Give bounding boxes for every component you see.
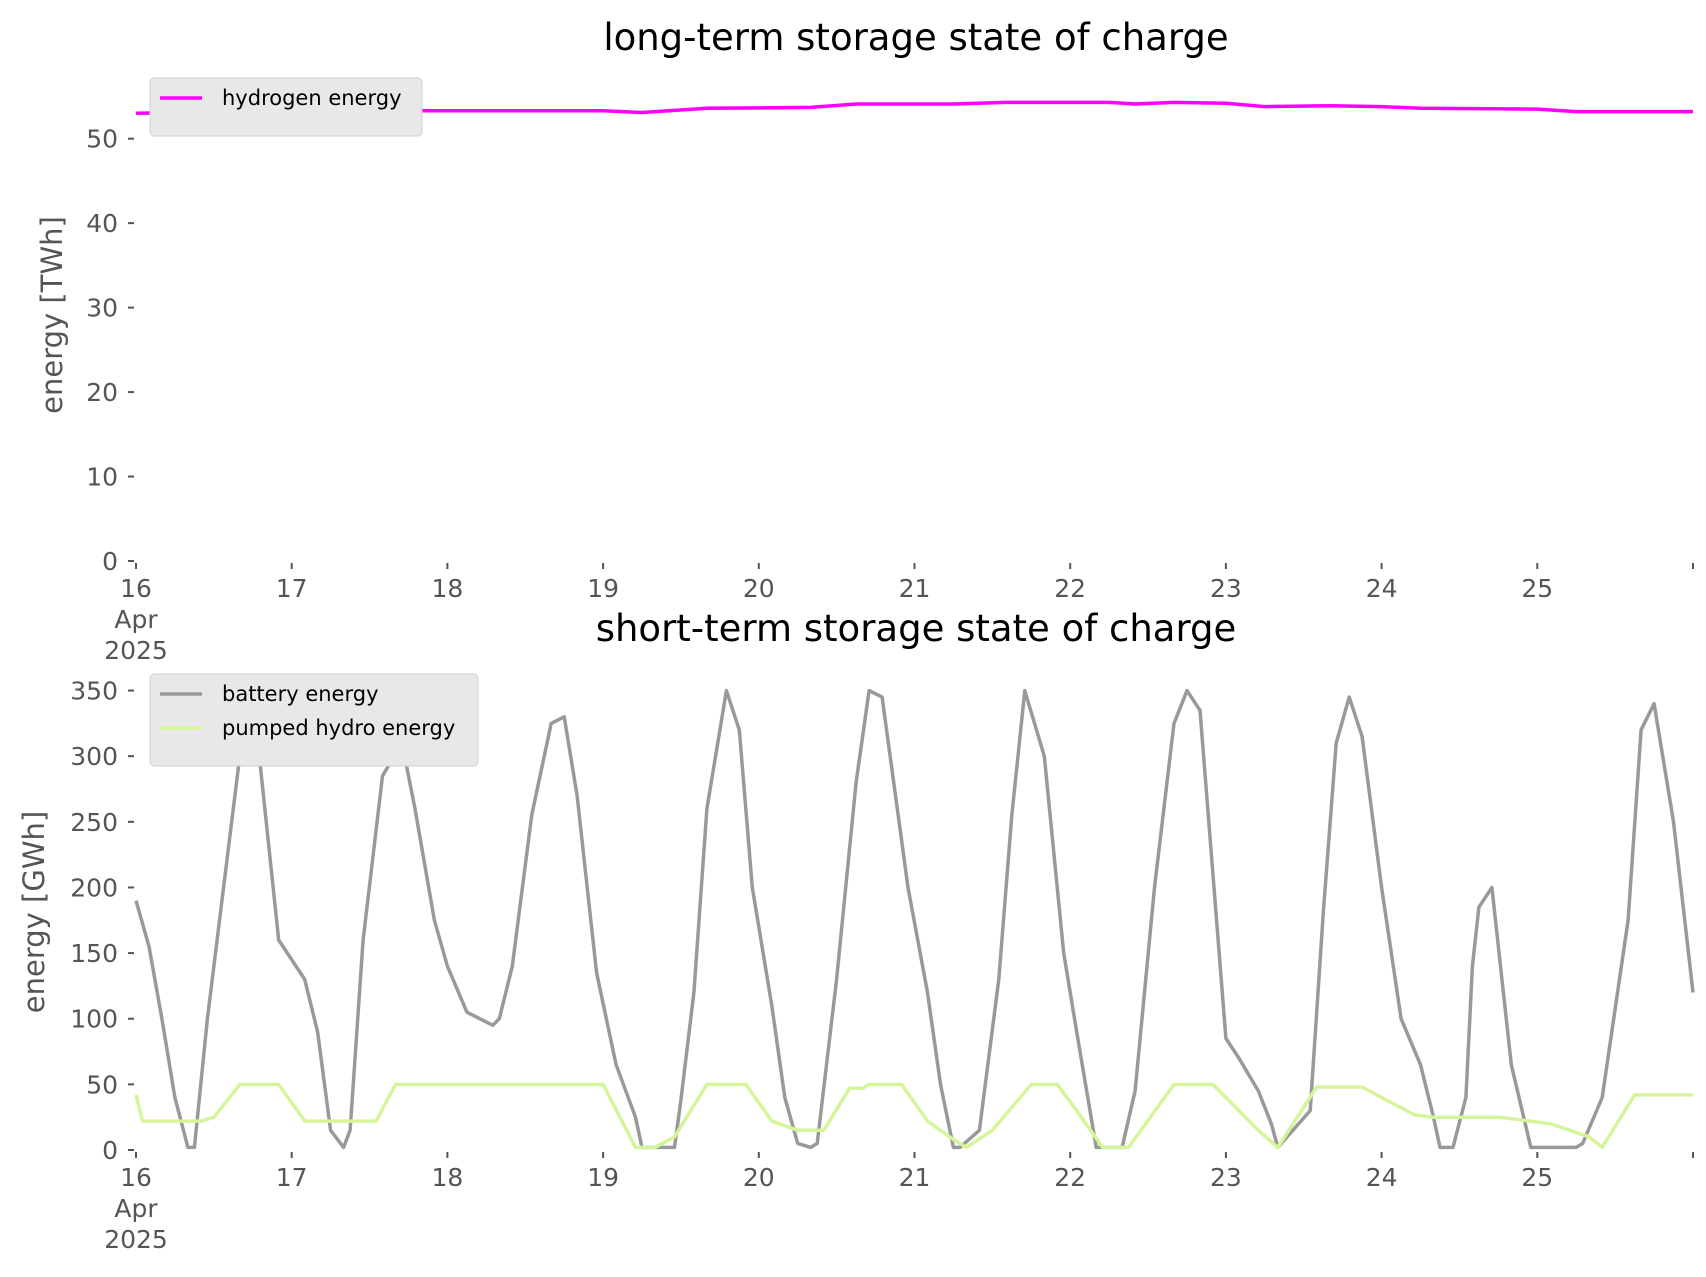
legend-box bbox=[149, 77, 423, 137]
y-tick-label: 20 bbox=[86, 378, 118, 407]
x-tick-label: 24 bbox=[1366, 574, 1398, 603]
legend-label: pumped hydro energy bbox=[222, 716, 455, 740]
x-tick-label: 18 bbox=[431, 1163, 463, 1192]
chart-title: short-term storage state of charge bbox=[596, 607, 1237, 650]
x-tick-label: 22 bbox=[1054, 574, 1086, 603]
x-tick-label: 20 bbox=[743, 1163, 775, 1192]
series-line bbox=[135, 100, 1693, 116]
y-tick-label: 50 bbox=[86, 125, 118, 154]
x-tick-label: 16 bbox=[120, 574, 152, 603]
series-line bbox=[134, 688, 1695, 1150]
chart-title: long-term storage state of charge bbox=[603, 16, 1228, 59]
y-tick-label: 300 bbox=[70, 742, 118, 771]
x-tick-label: 20 bbox=[743, 574, 775, 603]
y-tick-label: 30 bbox=[86, 294, 118, 323]
x-tick-sublabel: 2025 bbox=[104, 636, 168, 665]
series-line bbox=[134, 1082, 1693, 1150]
y-tick-label: 200 bbox=[70, 873, 118, 902]
legend-label: battery energy bbox=[222, 682, 379, 706]
y-tick-label: 150 bbox=[70, 939, 118, 968]
x-tick-label: 24 bbox=[1366, 1163, 1398, 1192]
y-tick-label: 0 bbox=[102, 547, 118, 576]
x-tick-label: 19 bbox=[587, 574, 619, 603]
x-tick-label: 25 bbox=[1521, 574, 1553, 603]
legend-label: hydrogen energy bbox=[222, 86, 402, 110]
y-tick-label: 40 bbox=[86, 209, 118, 238]
y-tick-label: 250 bbox=[70, 808, 118, 837]
x-tick-label: 16 bbox=[120, 1163, 152, 1192]
x-tick-label: 18 bbox=[431, 574, 463, 603]
chart-long-term: long-term storage state of charge energy… bbox=[35, 16, 1694, 665]
x-tick-label: 21 bbox=[899, 1163, 931, 1192]
x-tick-label: 17 bbox=[276, 1163, 308, 1192]
x-tick-label: 17 bbox=[276, 574, 308, 603]
y-tick-label: 100 bbox=[70, 1005, 118, 1034]
x-tick-sublabel: Apr bbox=[114, 1194, 158, 1223]
x-tick-label: 19 bbox=[587, 1163, 619, 1192]
chart-short-term: short-term storage state of charge energ… bbox=[17, 607, 1695, 1254]
y-tick-label: 0 bbox=[102, 1136, 118, 1165]
x-tick-sublabel: Apr bbox=[114, 605, 158, 634]
x-tick-label: 23 bbox=[1210, 574, 1242, 603]
y-tick-label: 50 bbox=[86, 1070, 118, 1099]
y-tick-label: 10 bbox=[86, 463, 118, 492]
x-tick-label: 25 bbox=[1521, 1163, 1553, 1192]
x-tick-label: 21 bbox=[899, 574, 931, 603]
x-tick-label: 22 bbox=[1054, 1163, 1086, 1192]
x-tick-label: 23 bbox=[1210, 1163, 1242, 1192]
y-tick-label: 350 bbox=[70, 677, 118, 706]
x-tick-sublabel: 2025 bbox=[104, 1225, 168, 1254]
y-axis-label: energy [TWh] bbox=[35, 216, 69, 414]
legend-box bbox=[149, 673, 479, 767]
y-axis-label: energy [GWh] bbox=[17, 811, 51, 1013]
